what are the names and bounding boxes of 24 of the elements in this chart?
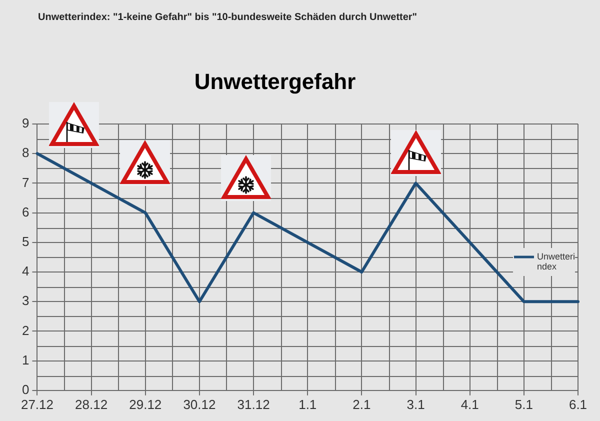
y-tick-label: 1 <box>22 352 30 368</box>
x-tick-label: 5.1 <box>514 396 533 412</box>
x-tick-label: 29.12 <box>129 396 162 412</box>
y-tick-label: 3 <box>22 293 30 308</box>
chart-title: Unwettergefahr <box>194 69 356 94</box>
y-tick-label: 6 <box>22 204 30 220</box>
y-tick-label: 8 <box>22 145 30 160</box>
x-tick-label: 6.1 <box>568 396 588 412</box>
x-tick-label: 4.1 <box>460 396 479 412</box>
x-tick-label: 1.1 <box>298 396 317 412</box>
y-tick-label: 9 <box>22 116 30 131</box>
x-tick-label: 30.12 <box>183 396 216 412</box>
y-tick-label: 5 <box>22 234 30 249</box>
y-tick-label: 7 <box>22 174 30 190</box>
legend-label: Unwetterindex <box>537 251 576 272</box>
x-tick-label: 31.12 <box>237 396 270 412</box>
y-tick-label: 2 <box>22 322 30 338</box>
x-tick-label: 2.1 <box>352 396 371 412</box>
text: Unwetterindex: "1-keine Gefahr" bis "10-bundesweite Schäden durch Unwetter" <box>38 12 418 23</box>
y-tick-label: 0 <box>22 382 30 397</box>
y-tick-label: 4 <box>22 264 30 279</box>
x-tick-label: 3.1 <box>406 396 425 412</box>
x-tick-label: 28.12 <box>75 396 108 412</box>
x-tick-label: 27.12 <box>20 396 54 412</box>
